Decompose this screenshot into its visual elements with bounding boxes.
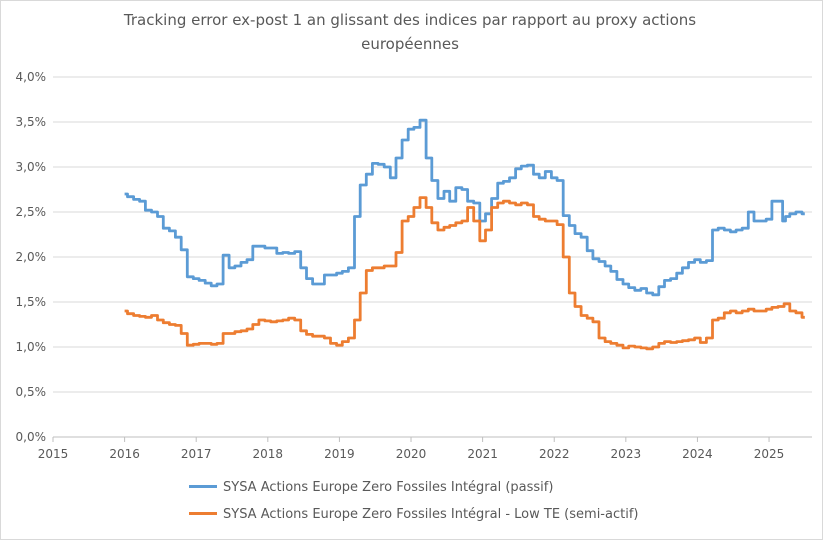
series-line-0 — [124, 118, 805, 297]
y-tick-label: 4,0% — [16, 70, 47, 84]
y-axis-tick-labels: 0,0% 0,5% 1,0% 1,5% 2,0% 2,5% 3,0% 3,5% 4,0% — [16, 70, 47, 444]
y-tick-label: 2,5% — [16, 205, 47, 219]
x-tick-label: 2015 — [38, 447, 69, 461]
legend-entry-semi-actif: SYSA Actions Europe Zero Fossiles Intégr… — [189, 507, 638, 522]
x-tick-label: 2024 — [682, 447, 713, 461]
x-tick-label: 2019 — [324, 447, 355, 461]
x-axis-tick-labels: 2015 2016 2017 2018 2019 2020 2021 2022 2023 2024… — [38, 437, 785, 461]
x-tick-label: 2025 — [754, 447, 785, 461]
y-tick-label: 2,0% — [16, 250, 47, 264]
x-tick-label: 2017 — [181, 447, 212, 461]
series-lines — [124, 118, 805, 351]
legend-entry-passif: SYSA Actions Europe Zero Fossiles Intégr… — [189, 480, 553, 495]
y-tick-label: 0,0% — [16, 430, 47, 444]
chart-title: Tracking error ex-post 1 an glissant des… — [123, 11, 697, 53]
y-tick-label: 1,5% — [16, 295, 47, 309]
series-line-1 — [124, 196, 805, 351]
legend-swatch-blue — [189, 485, 217, 488]
x-tick-label: 2018 — [253, 447, 284, 461]
y-tick-label: 3,0% — [16, 160, 47, 174]
x-tick-label: 2023 — [611, 447, 642, 461]
legend-label-semi-actif: SYSA Actions Europe Zero Fossiles Intégr… — [223, 507, 639, 522]
y-tick-label: 1,0% — [16, 340, 47, 354]
legend-label-passif: SYSA Actions Europe Zero Fossiles Intégr… — [223, 480, 554, 495]
x-tick-label: 2016 — [109, 447, 140, 461]
gridlines — [53, 76, 812, 438]
y-tick-label: 0,5% — [16, 385, 47, 399]
legend-swatch-orange — [189, 512, 217, 515]
y-tick-label: 3,5% — [16, 115, 47, 129]
x-tick-label: 2020 — [396, 447, 427, 461]
x-tick-label: 2021 — [467, 447, 498, 461]
x-tick-label: 2022 — [539, 447, 570, 461]
